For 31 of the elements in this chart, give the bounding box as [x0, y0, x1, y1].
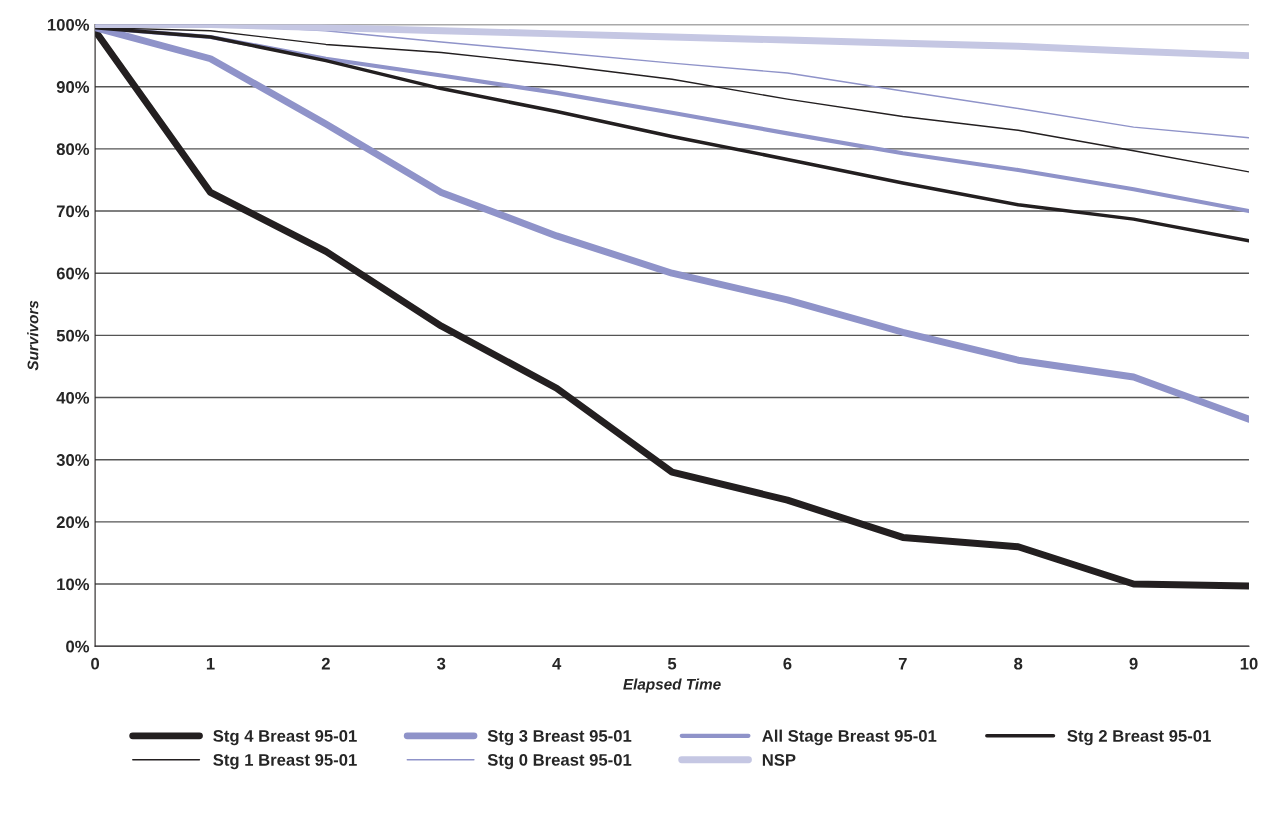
- legend-label: Stg 0 Breast 95-01: [487, 753, 632, 770]
- legend-label: Stg 3 Breast 95-01: [487, 730, 632, 746]
- x-tick-label: 10: [1240, 657, 1258, 670]
- y-tick-label: 20%: [56, 516, 90, 529]
- x-tick-label: 5: [667, 657, 677, 670]
- legend-label: Stg 4 Breast 95-01: [213, 730, 357, 746]
- y-axis-title: Survivors: [27, 300, 39, 371]
- y-tick-label: 80%: [56, 143, 90, 156]
- y-tick-label: 10%: [57, 578, 90, 591]
- x-tick-label: 4: [552, 657, 562, 670]
- legend-label: NSP: [762, 753, 796, 766]
- legend-label: Stg 1 Breast 95-01: [213, 753, 357, 770]
- x-tick-label: 1: [206, 657, 215, 670]
- x-tick-label: 7: [898, 657, 907, 670]
- legend-label: Stg 2 Breast 95-01: [1067, 730, 1211, 746]
- x-axis-title: Elapsed Time: [623, 678, 721, 693]
- y-tick-label: 70%: [56, 205, 90, 218]
- legend-label: All Stage Breast 95-01: [762, 729, 937, 746]
- y-tick-label: 30%: [56, 454, 90, 466]
- x-tick-label: 9: [1129, 657, 1138, 670]
- x-tick-label: 3: [437, 657, 446, 670]
- x-tick-label: 6: [783, 657, 792, 670]
- x-tick-label: 0: [91, 657, 100, 670]
- x-tick-label: 8: [1014, 657, 1023, 670]
- y-tick-label: 50%: [56, 329, 90, 342]
- y-tick-label: 90%: [56, 81, 90, 93]
- x-tick-label: 2: [321, 657, 330, 670]
- y-tick-label: 40%: [56, 391, 90, 404]
- y-tick-label: 60%: [56, 267, 90, 280]
- y-tick-label: 0%: [66, 640, 90, 653]
- y-tick-label: 100%: [47, 18, 90, 31]
